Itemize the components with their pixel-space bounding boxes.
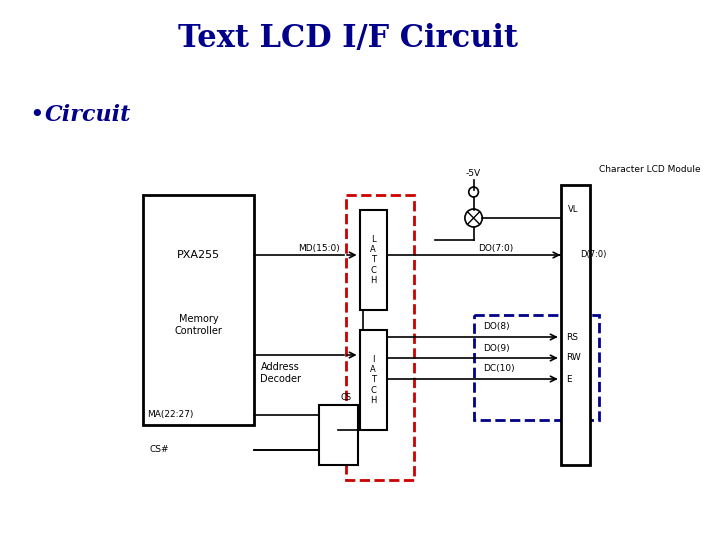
Bar (143, 195, 254, 425)
Text: RW: RW (567, 354, 581, 362)
Text: Circuit: Circuit (45, 104, 131, 126)
Text: DC(10): DC(10) (483, 363, 515, 373)
Text: DO(7:0): DO(7:0) (478, 245, 513, 253)
Bar (474, 315, 599, 420)
Bar (359, 210, 387, 310)
Text: DO(9): DO(9) (483, 343, 510, 353)
Text: CS: CS (341, 393, 351, 402)
Text: L
A
T
C
H: L A T C H (370, 235, 377, 285)
Bar (319, 405, 358, 465)
Text: D(7:0): D(7:0) (580, 251, 606, 260)
Text: •: • (29, 103, 44, 127)
Text: VL: VL (568, 206, 578, 214)
Text: Memory
Controller: Memory Controller (175, 314, 222, 336)
Text: Character LCD Module: Character LCD Module (599, 165, 701, 174)
Text: DO(8): DO(8) (483, 321, 510, 330)
Text: -5V: -5V (466, 168, 481, 178)
Text: CS#: CS# (150, 446, 169, 455)
Bar (346, 195, 414, 480)
Text: Text LCD I/F Circuit: Text LCD I/F Circuit (178, 23, 518, 53)
Text: MD(15:0): MD(15:0) (298, 244, 340, 253)
Bar (561, 185, 590, 465)
Text: I
A
T
C
H: I A T C H (370, 355, 377, 406)
Text: RS: RS (567, 333, 578, 341)
Text: MA(22:27): MA(22:27) (147, 410, 193, 420)
Text: PXA255: PXA255 (177, 250, 220, 260)
Bar (359, 330, 387, 430)
Text: E: E (567, 375, 572, 383)
Text: Address
Decoder: Address Decoder (260, 362, 301, 384)
